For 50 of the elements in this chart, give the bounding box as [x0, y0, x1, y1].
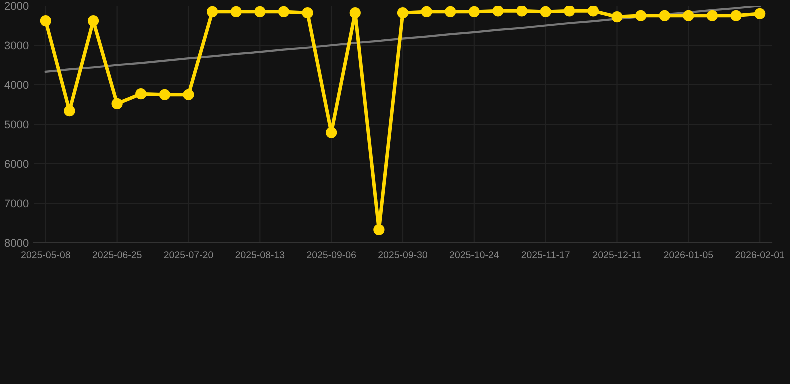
- point: [278, 6, 290, 18]
- point: [612, 12, 623, 23]
- point: [159, 89, 170, 100]
- x-tick-label: 2025-09-30: [378, 252, 428, 258]
- x-tick-label: 2025-07-20: [164, 252, 214, 258]
- x-tick-label: 2025-08-13: [236, 252, 285, 258]
- y-tick-label: 2000: [4, 2, 29, 10]
- y-tick-label: 4000: [4, 81, 29, 90]
- point: [540, 6, 552, 18]
- point: [468, 6, 480, 18]
- point: [374, 224, 385, 236]
- point: [564, 6, 576, 17]
- x-tick-label: 2025-11-17: [522, 252, 570, 258]
- point: [136, 88, 147, 100]
- x-tick-label: 2025-05-08: [22, 252, 70, 258]
- point: [659, 10, 670, 22]
- x-tick-label: 2025-06-25: [92, 252, 142, 258]
- point: [636, 10, 647, 22]
- x-tick-label: 2025-09-06: [307, 252, 356, 258]
- point: [492, 6, 504, 17]
- point: [230, 6, 242, 18]
- point: [397, 8, 409, 19]
- point: [350, 8, 361, 19]
- point: [40, 15, 52, 27]
- y-tick-label: 8000: [4, 239, 29, 248]
- point: [683, 10, 694, 22]
- point: [706, 10, 718, 22]
- x-tick-label: 2026-02-01: [736, 252, 784, 258]
- point: [64, 106, 76, 117]
- point: [730, 10, 742, 22]
- point: [421, 6, 432, 18]
- y-tick-label: 7000: [4, 200, 29, 208]
- x-tick-label: 2025-10-24: [450, 252, 500, 258]
- point: [254, 6, 266, 18]
- point: [112, 98, 123, 110]
- y-tick-label: 5000: [4, 120, 29, 129]
- point: [754, 8, 766, 20]
- line-series: [44, 6, 762, 74]
- x-tick-label: 2025-12-11: [593, 252, 642, 258]
- point: [516, 6, 528, 17]
- point: [88, 15, 100, 27]
- point: [183, 89, 194, 100]
- point: [588, 6, 600, 17]
- point: [206, 6, 218, 18]
- y-tick-label: 6000: [4, 160, 29, 168]
- x-tick-label: 2026-01-05: [664, 252, 714, 258]
- y-tick-label: 3000: [4, 42, 29, 50]
- point: [302, 8, 314, 19]
- point: [445, 6, 456, 18]
- point: [326, 127, 338, 138]
